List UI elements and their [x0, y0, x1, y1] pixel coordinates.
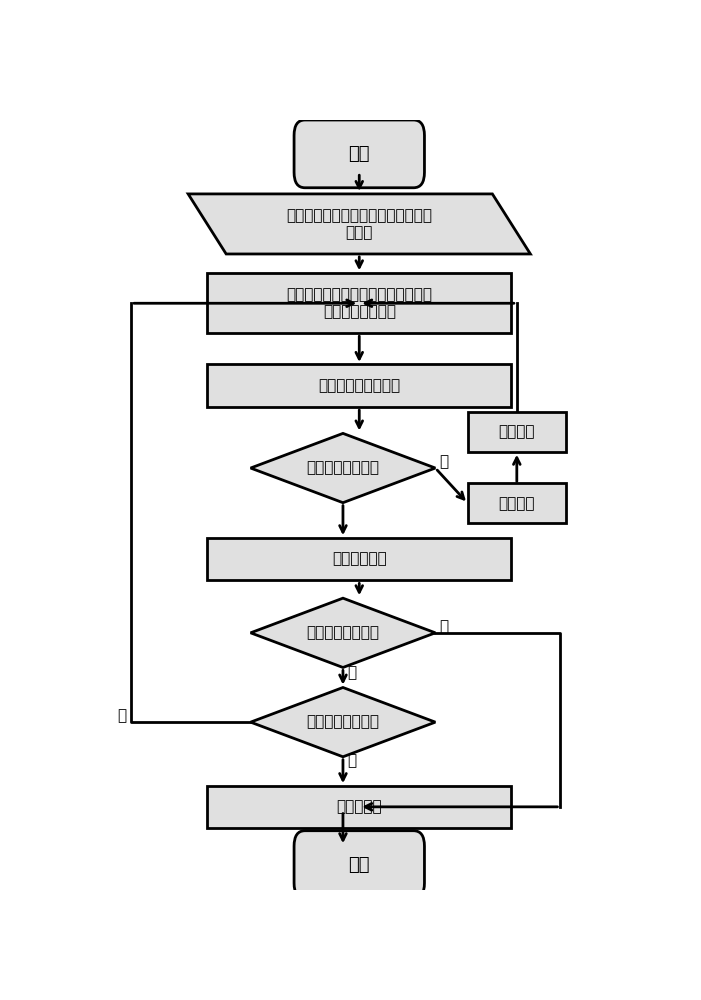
Bar	[207, 786, 512, 828]
Text: 是否限于局部极値: 是否限于局部极値	[306, 461, 379, 476]
Bar	[207, 538, 512, 580]
Text: 否: 否	[347, 665, 356, 680]
Polygon shape	[188, 194, 531, 254]
Text: 交叉操作: 交叉操作	[498, 496, 535, 511]
Text: 是否迭代规定次数: 是否迭代规定次数	[306, 715, 379, 730]
Text: 变异操作: 变异操作	[498, 424, 535, 439]
Text: 更新种群速度和位置: 更新种群速度和位置	[318, 378, 400, 393]
Text: 是: 是	[440, 454, 449, 469]
Text: 是: 是	[347, 753, 356, 768]
FancyBboxPatch shape	[294, 120, 424, 188]
Text: 计算种群适应値，根据适应値更新个
体极値与全局极値: 计算种群适应値，根据适应値更新个 体极値与全局极値	[286, 287, 433, 319]
Text: 是否满足预设精度: 是否满足预设精度	[306, 625, 379, 640]
Text: 函数初始化，随机初始化种群的位置
和速度: 函数初始化，随机初始化种群的位置 和速度	[286, 208, 433, 240]
Bar	[207, 364, 512, 407]
Text: 输出最优解: 输出最优解	[336, 799, 382, 814]
Text: 开始: 开始	[348, 145, 370, 163]
Text: 是: 是	[440, 619, 449, 634]
Bar	[468, 412, 566, 452]
Text: 否: 否	[118, 708, 127, 723]
FancyBboxPatch shape	[294, 831, 424, 898]
Text: 结束: 结束	[348, 856, 370, 874]
Bar	[468, 483, 566, 523]
Polygon shape	[250, 687, 435, 757]
Polygon shape	[250, 433, 435, 503]
Polygon shape	[250, 598, 435, 667]
Bar	[207, 273, 512, 333]
Text: 计算算法误差: 计算算法误差	[332, 551, 387, 566]
